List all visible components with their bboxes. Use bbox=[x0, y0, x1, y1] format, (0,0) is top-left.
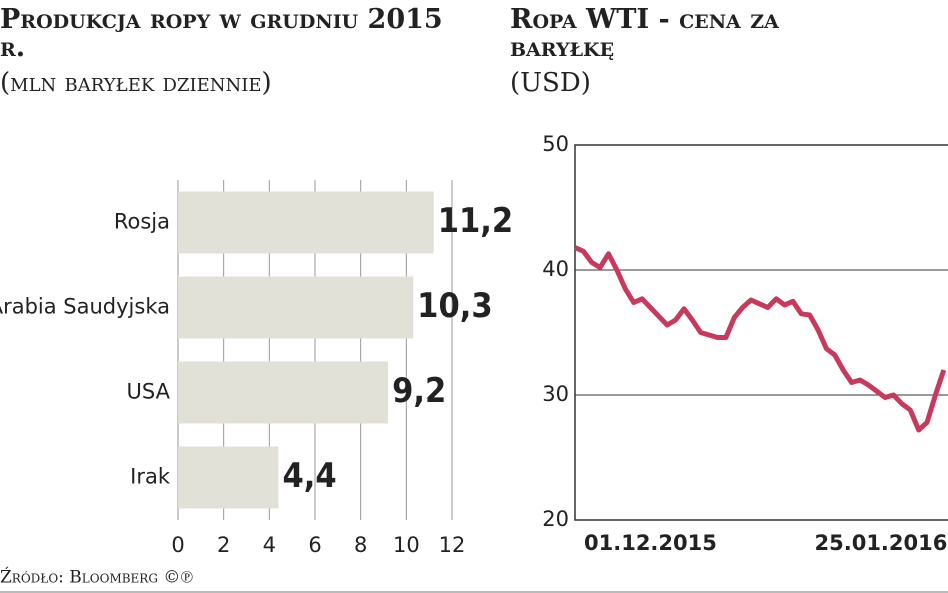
chart-title: Produkcja ropy w grudniu 2015 r. bbox=[0, 4, 443, 63]
y-tick-label: 50 bbox=[542, 132, 569, 156]
value-label: 11,2 bbox=[438, 201, 513, 241]
x-tick-label: 0 bbox=[171, 533, 184, 557]
x-tick-label: 2 bbox=[217, 533, 230, 557]
bar bbox=[178, 191, 434, 254]
value-label: 4,4 bbox=[282, 456, 336, 496]
source: Źródło: Bloomberg ©℗ bbox=[0, 567, 193, 588]
y-tick-label: 30 bbox=[542, 382, 569, 406]
line-series bbox=[573, 245, 947, 433]
value-label: 10,3 bbox=[417, 286, 492, 326]
x-tick-label: 25.01.2016 bbox=[815, 531, 948, 555]
x-tick-label: 10 bbox=[393, 533, 420, 557]
plot-frame bbox=[574, 144, 948, 521]
x-tick-label: 12 bbox=[439, 533, 466, 557]
bar bbox=[178, 276, 414, 339]
y-tick-label: Rosja bbox=[114, 210, 170, 234]
chart-subtitle: (mln baryłek dziennie) bbox=[0, 68, 272, 98]
bar bbox=[178, 361, 389, 424]
y-tick-label: 40 bbox=[542, 257, 569, 281]
x-tick-label: 6 bbox=[308, 533, 321, 557]
x-tick-label: 8 bbox=[354, 533, 367, 557]
x-tick-label: 4 bbox=[263, 533, 276, 557]
y-tick-label: 20 bbox=[542, 507, 569, 531]
x-tick-label: 01.12.2015 bbox=[584, 531, 717, 555]
bar bbox=[178, 446, 279, 509]
chart-title: Ropa WTI - cena za baryłkę bbox=[510, 4, 779, 63]
y-tick-label: Irak bbox=[130, 465, 171, 489]
y-tick-label: USA bbox=[127, 380, 171, 404]
y-tick-label: Arabia Saudyjska bbox=[0, 295, 170, 319]
value-label: 9,2 bbox=[392, 371, 446, 411]
chart-subtitle: (USD) bbox=[510, 68, 591, 98]
